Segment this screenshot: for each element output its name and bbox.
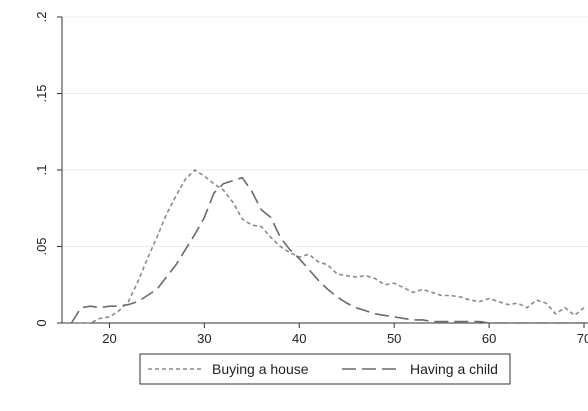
y-tick-label-1: .05 <box>34 237 49 255</box>
x-tick-label-2: 40 <box>292 331 306 346</box>
legend-label-0: Buying a house <box>212 361 309 377</box>
x-tick-label-5: 70 <box>577 331 588 346</box>
legend-box <box>139 353 511 385</box>
x-tick-label-3: 50 <box>387 331 401 346</box>
series-line-1 <box>70 176 584 324</box>
x-tick-label-4: 60 <box>482 331 496 346</box>
legend: Buying a house Having a child <box>139 353 511 385</box>
axes: 0 .05 .1 .15 .2 20 30 40 50 60 70 <box>34 12 588 346</box>
series-lines <box>70 169 585 324</box>
plot-area <box>62 17 588 311</box>
legend-label-1: Having a child <box>410 361 498 377</box>
y-tick-label-0: 0 <box>34 319 49 326</box>
y-tick-label-3: .15 <box>34 84 49 102</box>
x-tick-label-1: 30 <box>197 331 211 346</box>
y-tick-label-2: .1 <box>34 165 49 176</box>
series-line-0 <box>71 169 585 324</box>
grid-lines <box>62 16 588 247</box>
y-tick-label-4: .2 <box>34 12 49 23</box>
x-tick-label-0: 20 <box>102 331 116 346</box>
